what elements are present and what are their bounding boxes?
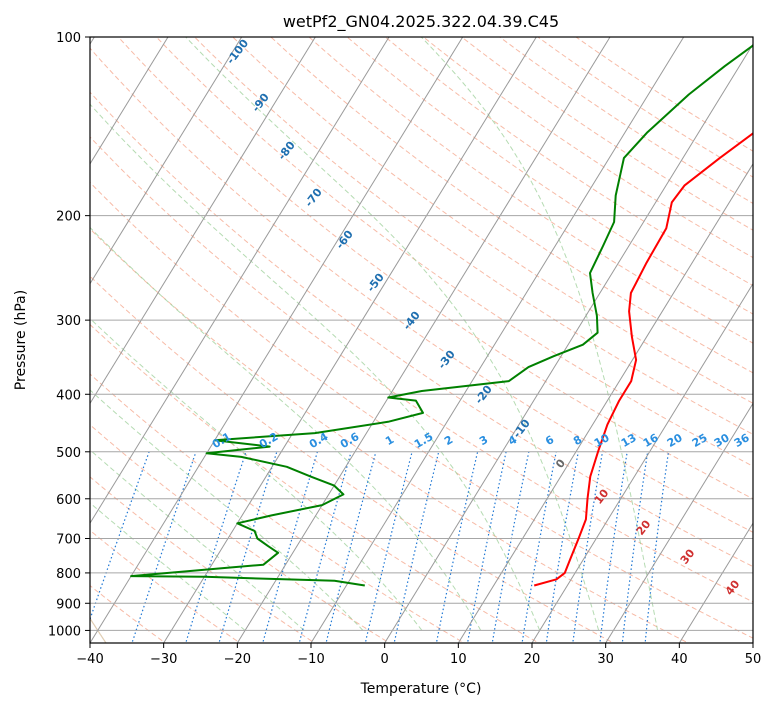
dry-adiabat-line <box>90 181 753 639</box>
x-tick-label: 0 <box>381 652 389 667</box>
mixing-ratio-line <box>364 451 413 643</box>
y-tick-label: 400 <box>56 388 81 403</box>
moist-adiabat-line <box>90 226 482 631</box>
y-tick-label: 300 <box>56 314 81 329</box>
moist-adiabat-line <box>185 37 600 631</box>
moist-adiabat-line <box>90 502 246 631</box>
x-tick-label: 50 <box>745 652 762 667</box>
x-tick-label: 40 <box>671 652 688 667</box>
isotherm-line <box>90 37 243 285</box>
y-tick-label: 900 <box>56 597 81 612</box>
dry-adiabat-line <box>270 37 753 374</box>
dry-adiabat-line <box>346 37 753 315</box>
isotherm-line <box>163 37 537 643</box>
x-tick-label: −10 <box>297 652 324 667</box>
dry-adiabat-line <box>231 37 753 404</box>
x-tick-label: 10 <box>450 652 467 667</box>
y-tick-label: 500 <box>56 446 81 461</box>
mixing-ratio-line <box>185 451 247 643</box>
isotherm-line <box>90 37 316 405</box>
isotherm-line <box>457 162 753 643</box>
dry-adiabat-line <box>90 47 753 533</box>
mixing-ratio-line <box>218 451 278 643</box>
y-tick-label: 1000 <box>48 624 81 639</box>
temperature-profile-line <box>533 132 753 587</box>
isotherm-line <box>90 37 390 525</box>
dry-adiabat-line <box>90 91 753 568</box>
y-tick-label: 200 <box>56 210 81 225</box>
x-tick-label: −40 <box>76 652 103 667</box>
x-tick-label: 20 <box>524 652 541 667</box>
y-tick-label: 600 <box>56 493 81 508</box>
isotherm-line <box>678 522 753 643</box>
plot-frame <box>89 36 754 644</box>
mixing-ratio-line <box>491 451 530 643</box>
y-axis-label: Pressure (hPa) <box>13 290 29 390</box>
dry-adiabat-line <box>308 37 753 344</box>
mixing-ratio-line <box>262 451 318 643</box>
isotherm-line <box>310 37 685 643</box>
mixing-ratio-line <box>435 451 479 643</box>
isotherm-line <box>384 43 753 643</box>
dry-adiabat-line <box>117 37 753 500</box>
dry-adiabat-line <box>90 424 391 643</box>
isotherm-line <box>531 282 753 643</box>
mixing-ratio-line <box>131 451 197 643</box>
mixing-ratio-line <box>298 451 352 643</box>
moist-adiabat-line <box>90 103 541 631</box>
y-tick-label: 700 <box>56 533 81 548</box>
y-tick-label: 800 <box>56 567 81 582</box>
isotherm-line <box>90 37 464 643</box>
mixing-ratio-line <box>325 451 377 643</box>
dewpoint-profile-line <box>130 44 753 587</box>
moist-adiabat-line <box>90 317 423 631</box>
isotherm-line <box>236 37 611 643</box>
x-axis-label: Temperature (°C) <box>360 681 482 697</box>
moist-adiabat-line <box>90 389 364 631</box>
moist-adiabat-line <box>90 449 305 631</box>
x-tick-label: 30 <box>597 652 614 667</box>
y-tick-label: 100 <box>56 31 81 46</box>
x-tick-label: −30 <box>150 652 177 667</box>
isotherm-line <box>90 37 169 165</box>
mixing-ratio-line <box>521 451 557 643</box>
dry-adiabat-line <box>90 136 753 603</box>
chart-title: wetPf2_GN04.2025.322.04.39.C45 <box>283 12 559 32</box>
moist-adiabat-line <box>420 37 659 631</box>
x-tick-label: −20 <box>224 652 251 667</box>
isotherm-line <box>605 402 753 643</box>
mixing-ratio-line <box>393 451 440 643</box>
